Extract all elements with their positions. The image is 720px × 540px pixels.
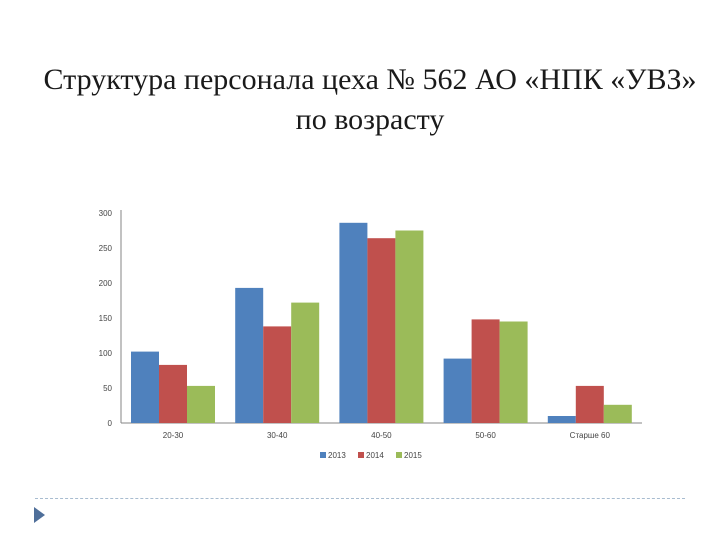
x-tick-label: 50-60 [475, 431, 496, 440]
bar-2015-30-40 [291, 302, 320, 423]
y-tick-label: 150 [99, 314, 113, 323]
slide-arrow-icon [34, 507, 45, 523]
legend-swatch [358, 452, 364, 458]
slide-title: Структура персонала цеха № 562 АО «НПК «… [43, 63, 697, 136]
y-tick-label: 50 [103, 384, 112, 393]
y-tick-labels: 0 50 100 150 200 250 300 [99, 209, 113, 428]
x-tick-label: 30-40 [267, 431, 288, 440]
y-tick-label: 0 [108, 419, 113, 428]
bar-2014-20-30 [159, 364, 187, 423]
bar-2014-50-60 [471, 319, 500, 423]
bar-2013-40-50 [339, 222, 368, 423]
legend-label: 2014 [366, 451, 384, 460]
x-tick-labels: 20-30 30-40 40-50 50-60 Старше 60 [163, 431, 611, 440]
bar-2014-Старше 60 [575, 385, 604, 423]
bar-series [131, 222, 632, 423]
y-tick-label: 250 [99, 244, 113, 253]
legend-label: 2013 [328, 451, 346, 460]
bar-2013-Старше 60 [547, 416, 576, 423]
y-tick-label: 300 [99, 209, 113, 218]
legend-swatch [320, 452, 326, 458]
bar-2013-50-60 [443, 358, 472, 423]
bar-2015-20-30 [187, 385, 215, 423]
legend-swatch [396, 452, 402, 458]
x-tick-label: 40-50 [371, 431, 392, 440]
legend-label: 2015 [404, 451, 422, 460]
footer-divider [35, 498, 685, 499]
bar-2013-20-30 [131, 351, 159, 423]
bar-2015-Старше 60 [603, 404, 632, 423]
chart-legend: 2013 2014 2015 [320, 451, 422, 460]
bar-2014-40-50 [367, 238, 396, 423]
x-tick-label: Старше 60 [570, 431, 611, 440]
y-tick-label: 200 [99, 279, 113, 288]
bar-2013-30-40 [235, 287, 264, 423]
y-tick-label: 100 [99, 349, 113, 358]
x-tick-label: 20-30 [163, 431, 184, 440]
bar-2015-40-50 [395, 230, 424, 423]
bar-2014-30-40 [263, 326, 292, 423]
bar-2015-50-60 [499, 321, 528, 423]
